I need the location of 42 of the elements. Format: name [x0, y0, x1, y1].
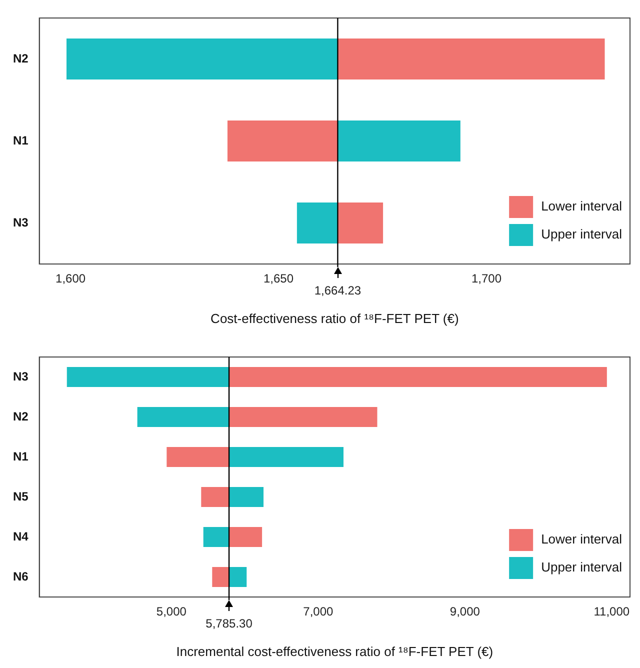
- bar: [212, 567, 230, 587]
- legend-label: Upper interval: [541, 560, 622, 575]
- x-axis-title: Cost-effectiveness ratio of ¹⁸F-FET PET (€): [210, 310, 459, 326]
- bar: [66, 367, 230, 387]
- x-tick-label: 11,000: [594, 604, 630, 619]
- legend-label: Lower interval: [541, 198, 622, 214]
- ref-line-label: 5,785.30: [206, 616, 253, 630]
- x-tick-label: 1,700: [471, 272, 502, 286]
- y-tick-label: N2: [12, 409, 29, 424]
- y-tick-label: N3: [12, 215, 29, 230]
- y-tick-label: N4: [12, 529, 29, 544]
- x-tick-label: 1,600: [56, 272, 86, 286]
- bar: [338, 202, 384, 244]
- x-tick-label: 5,000: [156, 604, 187, 619]
- bar: [137, 407, 230, 427]
- ref-line-label: 1,664.23: [314, 283, 362, 298]
- y-tick-label: N1: [12, 449, 29, 464]
- bar: [166, 447, 230, 467]
- legend-label: Upper interval: [541, 226, 622, 242]
- y-tick-label: N2: [12, 51, 29, 66]
- bar: [201, 487, 230, 507]
- bar: [227, 120, 338, 162]
- bar: [338, 120, 460, 162]
- bar: [229, 447, 344, 467]
- x-tick-label: 9,000: [450, 604, 480, 619]
- bar: [296, 202, 338, 244]
- x-axis-title: Incremental cost-effectiveness ratio of ¹⁸F-FET PET (€): [176, 644, 494, 659]
- y-tick-label: N6: [12, 569, 29, 584]
- bar: [229, 487, 264, 507]
- legend-label: Lower interval: [541, 532, 622, 547]
- y-tick-label: N1: [12, 133, 29, 148]
- bar: [229, 367, 607, 387]
- bar: [229, 567, 247, 587]
- x-tick-label: 1,650: [264, 272, 294, 286]
- bar: [229, 407, 378, 427]
- y-tick-label: N5: [12, 489, 29, 504]
- y-tick-label: N3: [12, 369, 29, 384]
- bar: [338, 38, 605, 80]
- bar: [203, 527, 230, 547]
- bar: [66, 38, 338, 80]
- bar: [229, 527, 262, 547]
- x-tick-label: 7,000: [303, 604, 334, 619]
